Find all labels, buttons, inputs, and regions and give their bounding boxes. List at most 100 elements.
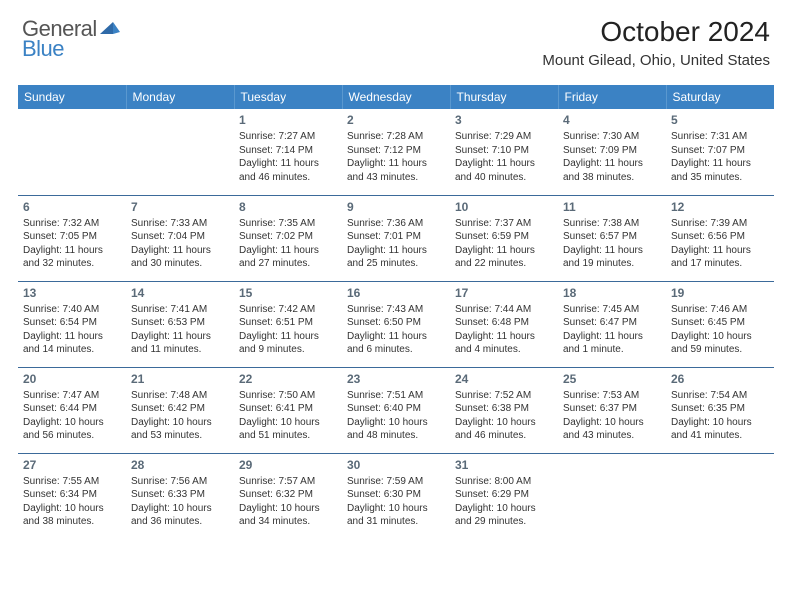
calendar-cell: 3Sunrise: 7:29 AMSunset: 7:10 PMDaylight… — [450, 109, 558, 195]
sunrise-text: Sunrise: 7:32 AM — [23, 217, 121, 231]
daylight-text: Daylight: 10 hours and 59 minutes. — [671, 330, 769, 357]
sunrise-text: Sunrise: 7:30 AM — [563, 130, 661, 144]
daylight-text: Daylight: 10 hours and 36 minutes. — [131, 502, 229, 529]
day-number: 9 — [347, 199, 445, 215]
sunrise-text: Sunrise: 7:53 AM — [563, 389, 661, 403]
sunrise-text: Sunrise: 7:43 AM — [347, 303, 445, 317]
day-number: 28 — [131, 457, 229, 473]
sunset-text: Sunset: 6:29 PM — [455, 488, 553, 502]
daylight-text: Daylight: 10 hours and 41 minutes. — [671, 416, 769, 443]
sunset-text: Sunset: 6:57 PM — [563, 230, 661, 244]
calendar-cell: 2Sunrise: 7:28 AMSunset: 7:12 PMDaylight… — [342, 109, 450, 195]
sunset-text: Sunset: 7:14 PM — [239, 144, 337, 158]
sunset-text: Sunset: 7:05 PM — [23, 230, 121, 244]
day-number: 31 — [455, 457, 553, 473]
daylight-text: Daylight: 10 hours and 46 minutes. — [455, 416, 553, 443]
calendar-cell: 24 Sunrise: 7:52 AMSunset: 6:38 PMDayligh… — [450, 367, 558, 453]
calendar-cell: 8Sunrise: 7:35 AMSunset: 7:02 PMDaylight… — [234, 195, 342, 281]
daylight-text: Daylight: 10 hours and 56 minutes. — [23, 416, 121, 443]
calendar-cell: 9Sunrise: 7:36 AMSunset: 7:01 PMDaylight… — [342, 195, 450, 281]
daylight-text: Daylight: 10 hours and 29 minutes. — [455, 502, 553, 529]
sunset-text: Sunset: 6:44 PM — [23, 402, 121, 416]
location-label: Mount Gilead, Ohio, United States — [542, 52, 770, 69]
day-number: 27 — [23, 457, 121, 473]
day-header: Tuesday — [234, 85, 342, 109]
sunset-text: Sunset: 6:59 PM — [455, 230, 553, 244]
calendar-body: 1Sunrise: 7:27 AMSunset: 7:14 PMDaylight… — [18, 109, 774, 539]
day-number: 23 — [347, 371, 445, 387]
day-number: 16 — [347, 285, 445, 301]
calendar-cell: 1Sunrise: 7:27 AMSunset: 7:14 PMDaylight… — [234, 109, 342, 195]
sunset-text: Sunset: 6:42 PM — [131, 402, 229, 416]
day-header: Sunday — [18, 85, 126, 109]
day-number: 8 — [239, 199, 337, 215]
daylight-text: Daylight: 11 hours and 4 minutes. — [455, 330, 553, 357]
day-number: 12 — [671, 199, 769, 215]
calendar-row: 13Sunrise: 7:40 AMSunset: 6:54 PMDayligh… — [18, 281, 774, 367]
daylight-text: Daylight: 11 hours and 17 minutes. — [671, 244, 769, 271]
day-number: 17 — [455, 285, 553, 301]
daylight-text: Daylight: 11 hours and 35 minutes. — [671, 157, 769, 184]
daylight-text: Daylight: 11 hours and 46 minutes. — [239, 157, 337, 184]
day-number: 26 — [671, 371, 769, 387]
sunrise-text: Sunrise: 7:51 AM — [347, 389, 445, 403]
sunset-text: Sunset: 6:54 PM — [23, 316, 121, 330]
day-number: 24 — [455, 371, 553, 387]
sunrise-text: Sunrise: 7:37 AM — [455, 217, 553, 231]
daylight-text: Daylight: 11 hours and 14 minutes. — [23, 330, 121, 357]
calendar-head: SundayMondayTuesdayWednesdayThursdayFrid… — [18, 85, 774, 109]
daylight-text: Daylight: 11 hours and 38 minutes. — [563, 157, 661, 184]
calendar-cell: 14Sunrise: 7:41 AMSunset: 6:53 PMDayligh… — [126, 281, 234, 367]
sunset-text: Sunset: 7:09 PM — [563, 144, 661, 158]
calendar-table: SundayMondayTuesdayWednesdayThursdayFrid… — [18, 85, 774, 539]
day-number: 29 — [239, 457, 337, 473]
sunrise-text: Sunrise: 7:31 AM — [671, 130, 769, 144]
daylight-text: Daylight: 11 hours and 11 minutes. — [131, 330, 229, 357]
daylight-text: Daylight: 11 hours and 6 minutes. — [347, 330, 445, 357]
sunset-text: Sunset: 7:12 PM — [347, 144, 445, 158]
daylight-text: Daylight: 11 hours and 30 minutes. — [131, 244, 229, 271]
day-header: Saturday — [666, 85, 774, 109]
day-number: 22 — [239, 371, 337, 387]
calendar-row: 6Sunrise: 7:32 AMSunset: 7:05 PMDaylight… — [18, 195, 774, 281]
calendar-cell-empty — [666, 453, 774, 539]
sunrise-text: Sunrise: 7:27 AM — [239, 130, 337, 144]
daylight-text: Daylight: 11 hours and 40 minutes. — [455, 157, 553, 184]
sunrise-text: Sunrise: 7:59 AM — [347, 475, 445, 489]
calendar-cell: 26 Sunrise: 7:54 AMSunset: 6:35 PMDayligh… — [666, 367, 774, 453]
sunrise-text: Sunrise: 7:46 AM — [671, 303, 769, 317]
sunrise-text: Sunrise: 8:00 AM — [455, 475, 553, 489]
brand-part2: Blue — [22, 36, 64, 61]
sunrise-text: Sunrise: 7:55 AM — [23, 475, 121, 489]
calendar-cell: 29Sunrise: 7:57 AMSunset: 6:32 PMDayligh… — [234, 453, 342, 539]
title-box: October 2024 Mount Gilead, Ohio, United … — [542, 16, 770, 69]
daylight-text: Daylight: 11 hours and 22 minutes. — [455, 244, 553, 271]
day-number: 5 — [671, 112, 769, 128]
calendar-cell: 30Sunrise: 7:59 AMSunset: 6:30 PMDayligh… — [342, 453, 450, 539]
sunset-text: Sunset: 6:51 PM — [239, 316, 337, 330]
sunrise-text: Sunrise: 7:54 AM — [671, 389, 769, 403]
daylight-text: Daylight: 10 hours and 48 minutes. — [347, 416, 445, 443]
calendar-row: 20Sunrise: 7:47 AMSunset: 6:44 PMDayligh… — [18, 367, 774, 453]
calendar-cell: 22Sunrise: 7:50 AMSunset: 6:41 PMDayligh… — [234, 367, 342, 453]
sunset-text: Sunset: 6:35 PM — [671, 402, 769, 416]
sunrise-text: Sunrise: 7:45 AM — [563, 303, 661, 317]
calendar-cell: 4Sunrise: 7:30 AMSunset: 7:09 PMDaylight… — [558, 109, 666, 195]
day-number: 19 — [671, 285, 769, 301]
sunset-text: Sunset: 7:07 PM — [671, 144, 769, 158]
sunrise-text: Sunrise: 7:36 AM — [347, 217, 445, 231]
sunset-text: Sunset: 6:38 PM — [455, 402, 553, 416]
sunrise-text: Sunrise: 7:38 AM — [563, 217, 661, 231]
sunset-text: Sunset: 6:50 PM — [347, 316, 445, 330]
calendar-cell: 25Sunrise: 7:53 AMSunset: 6:37 PMDayligh… — [558, 367, 666, 453]
sunrise-text: Sunrise: 7:52 AM — [455, 389, 553, 403]
calendar-cell: 13Sunrise: 7:40 AMSunset: 6:54 PMDayligh… — [18, 281, 126, 367]
day-header: Wednesday — [342, 85, 450, 109]
calendar-cell: 15Sunrise: 7:42 AMSunset: 6:51 PMDayligh… — [234, 281, 342, 367]
sunrise-text: Sunrise: 7:35 AM — [239, 217, 337, 231]
calendar-cell: 12Sunrise: 7:39 AMSunset: 6:56 PMDayligh… — [666, 195, 774, 281]
sunrise-text: Sunrise: 7:50 AM — [239, 389, 337, 403]
sunset-text: Sunset: 6:48 PM — [455, 316, 553, 330]
sunset-text: Sunset: 6:41 PM — [239, 402, 337, 416]
calendar-cell: 5 Sunrise: 7:31 AMSunset: 7:07 PMDaylight… — [666, 109, 774, 195]
